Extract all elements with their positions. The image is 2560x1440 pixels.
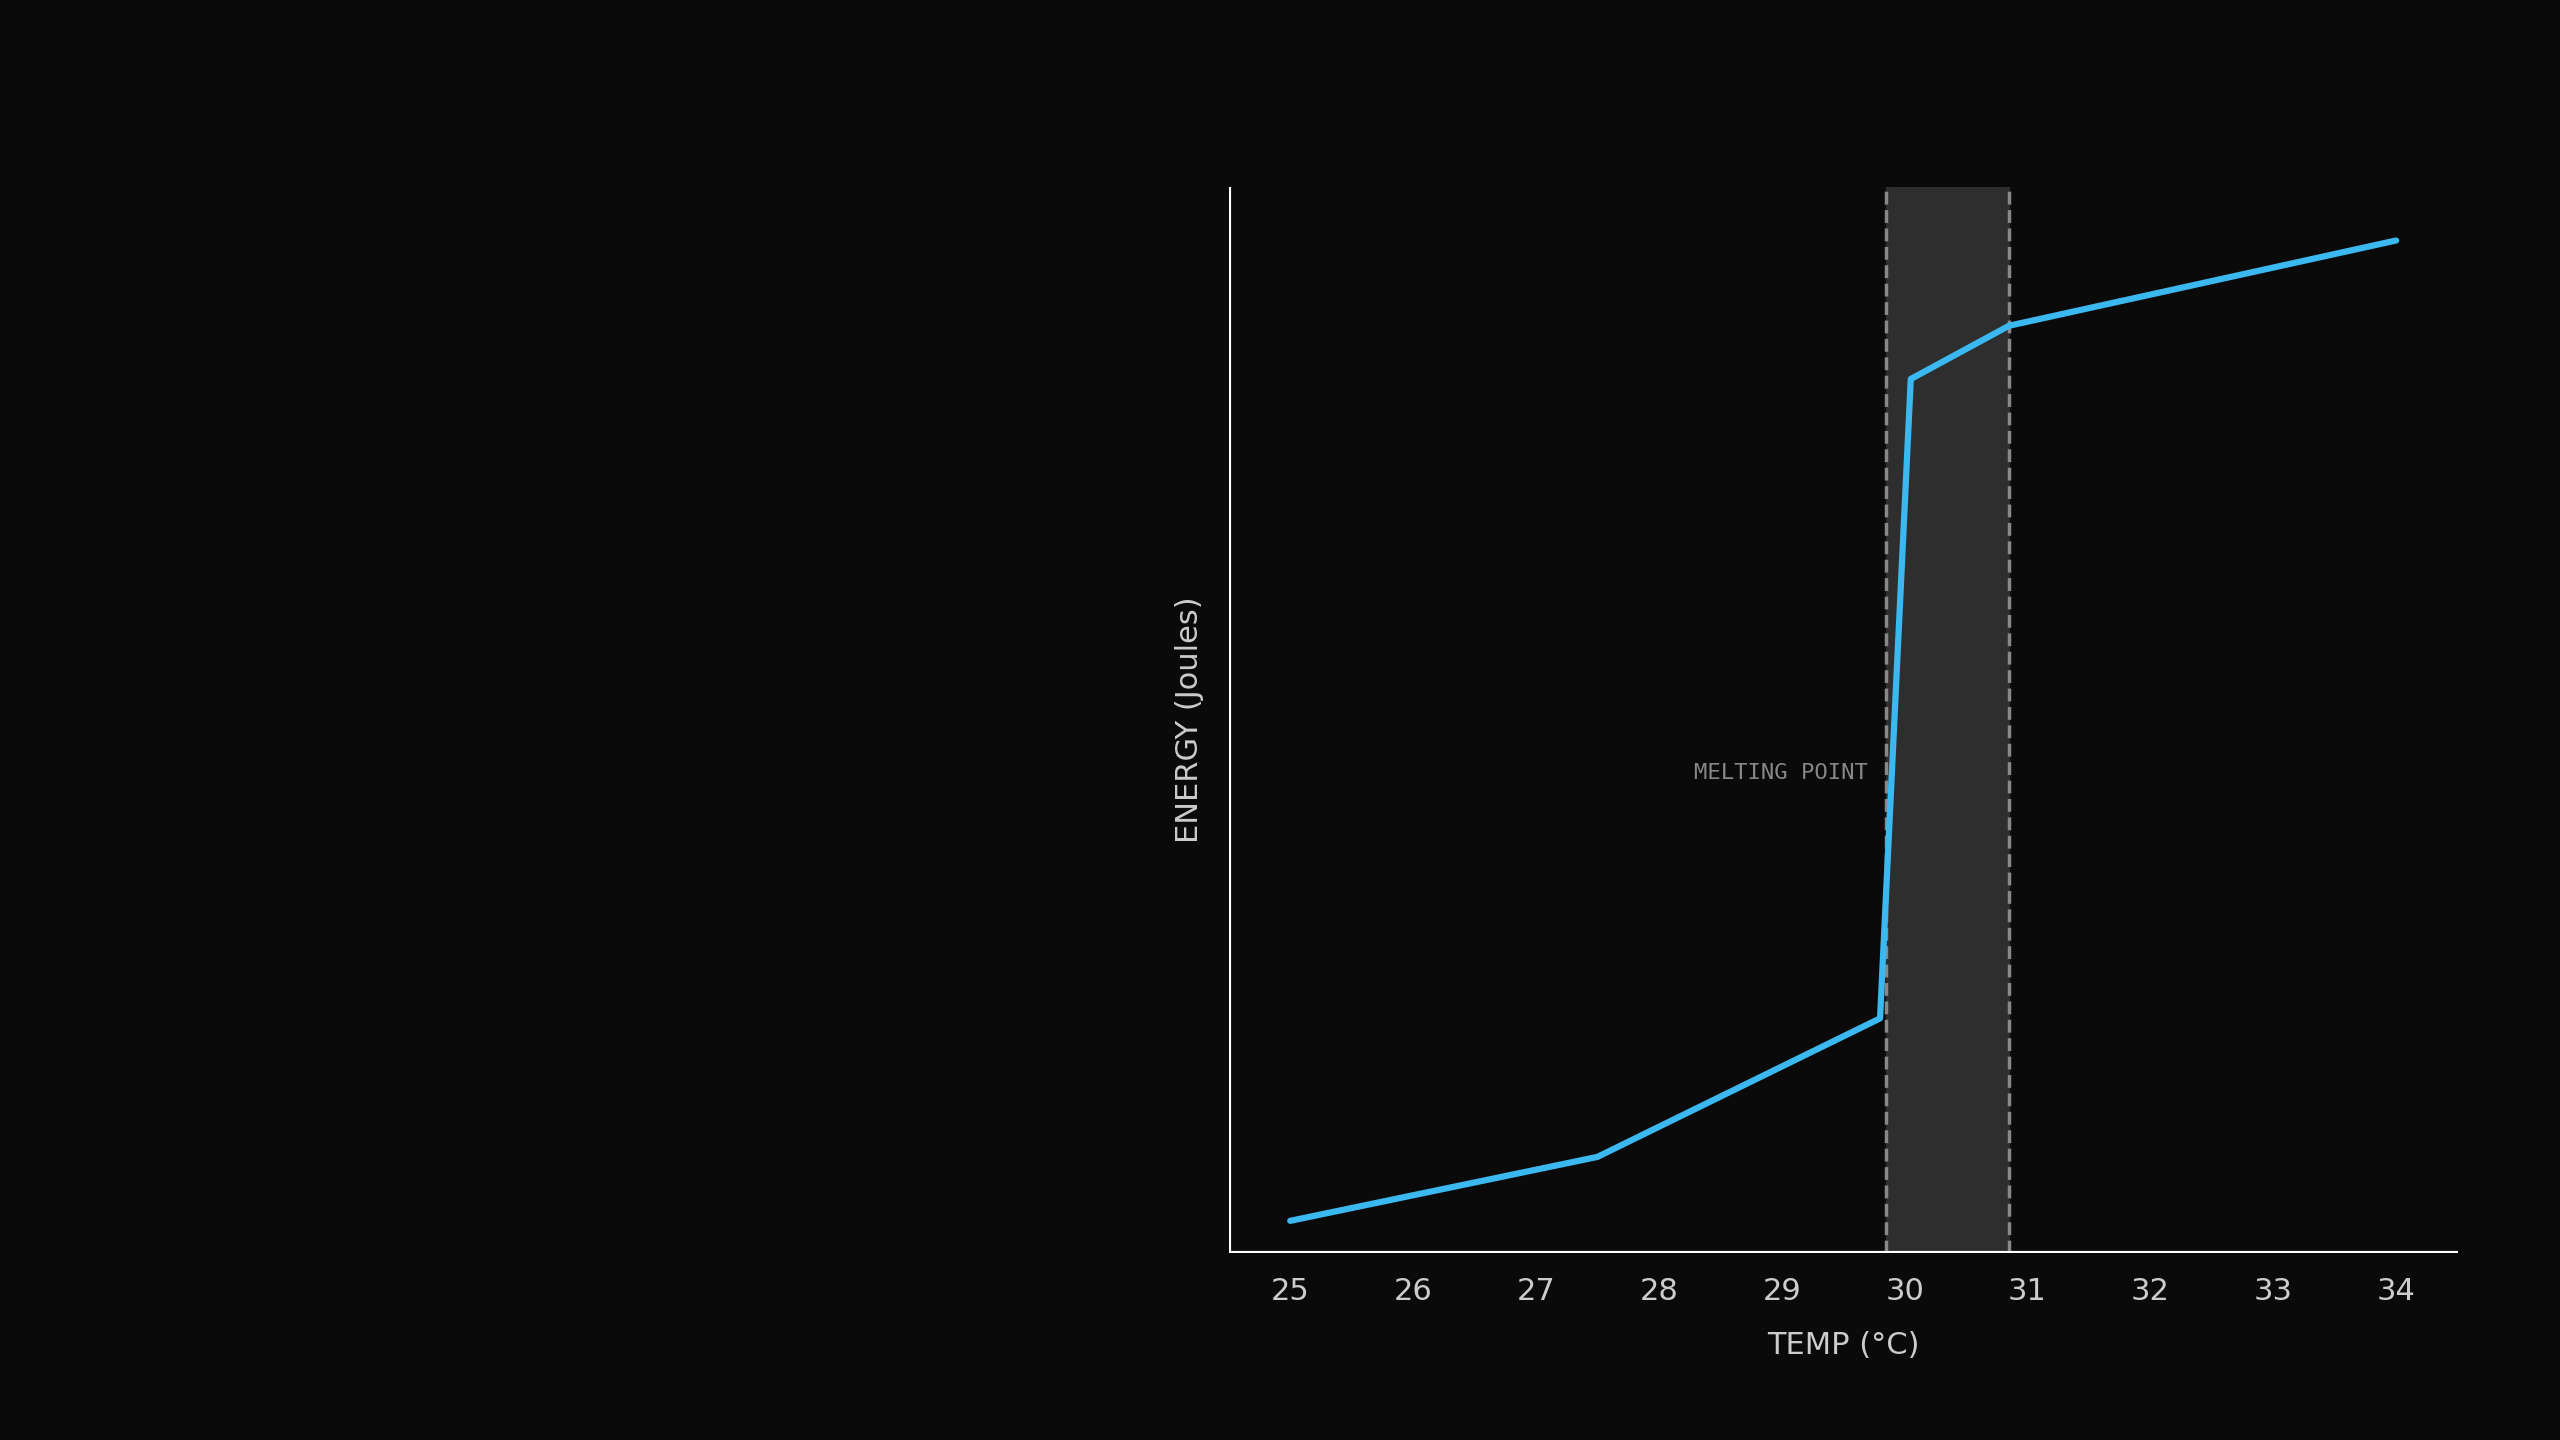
Bar <box>1887 187 2010 1253</box>
Y-axis label: ENERGY (Joules): ENERGY (Joules) <box>1175 596 1203 844</box>
X-axis label: TEMP (°C): TEMP (°C) <box>1766 1331 1920 1361</box>
Text: MELTING POINT: MELTING POINT <box>1695 763 1869 783</box>
